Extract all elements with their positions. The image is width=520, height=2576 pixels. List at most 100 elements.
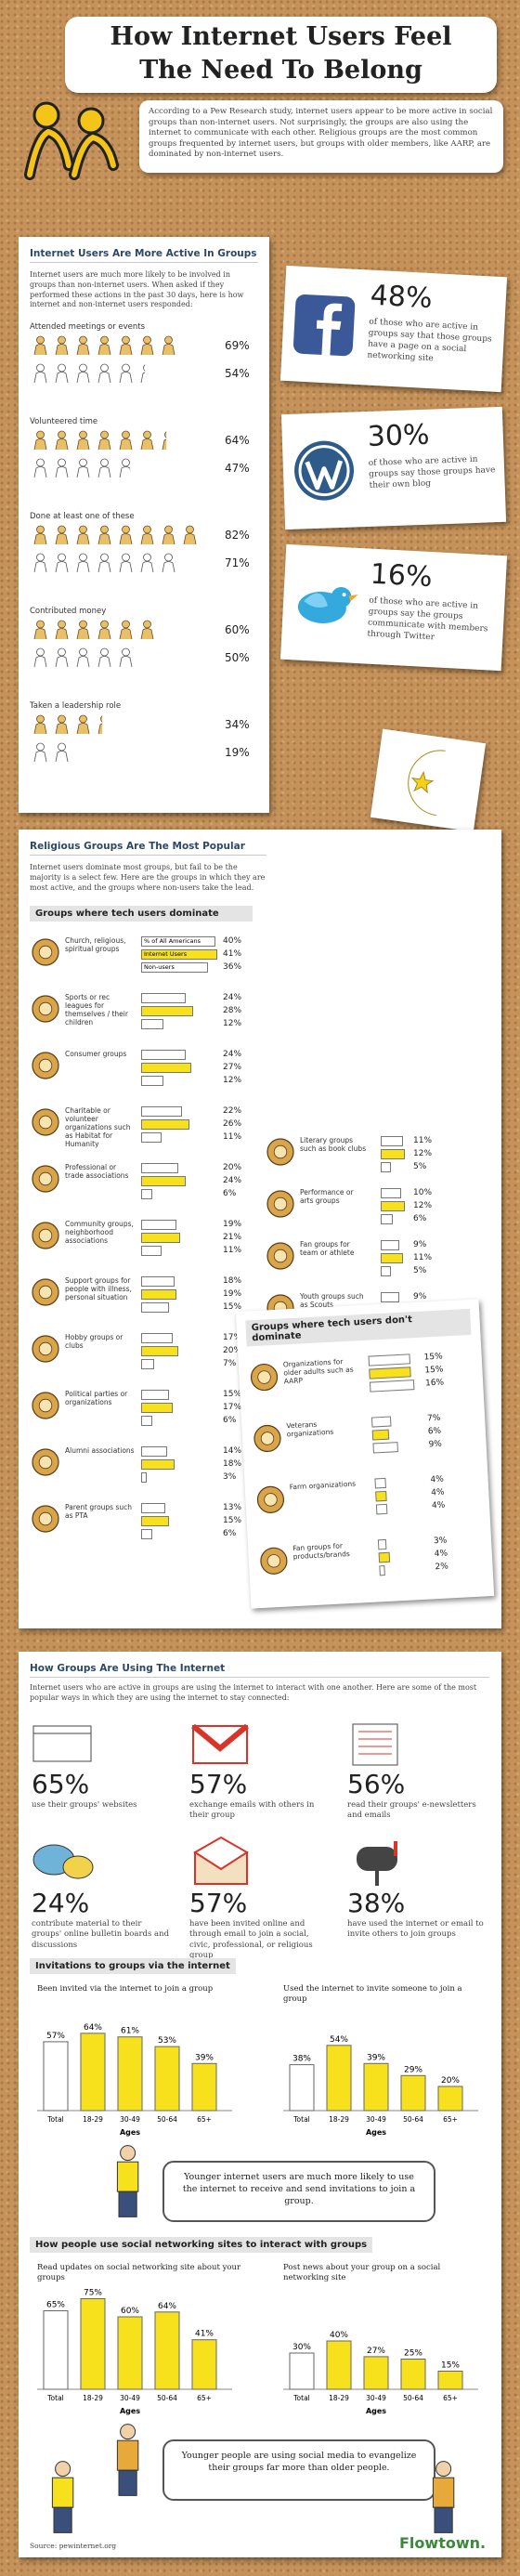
- legend-entry: Internet Users: [144, 950, 188, 958]
- group-bar: [141, 1390, 169, 1400]
- group-value: 3%: [223, 1472, 237, 1482]
- item-value: 50%: [225, 651, 250, 664]
- bar: [400, 2359, 426, 2390]
- social-value: 30%: [367, 418, 431, 453]
- group-bar: % of All Americans: [141, 936, 215, 947]
- group-bar: [141, 993, 186, 1003]
- group-icon: [260, 1547, 288, 1575]
- subsection-title: Groups where tech users dominate: [30, 906, 253, 922]
- group-value: 15%: [223, 1516, 242, 1525]
- group-bar: [141, 1119, 189, 1130]
- social-text: of those who are active in groups say th…: [367, 595, 488, 643]
- group-value: 5%: [413, 1162, 427, 1171]
- group-value: 13%: [223, 1503, 242, 1512]
- people-row: [30, 363, 146, 384]
- bar: [289, 2064, 315, 2112]
- group-icon: [250, 1363, 279, 1392]
- group-value: 18%: [223, 1276, 242, 1286]
- group-bar: Internet Users: [141, 949, 217, 960]
- subsection-title: How people use social networking sites t…: [30, 2237, 373, 2253]
- group-value: 4%: [430, 1474, 445, 1485]
- bar: [191, 2062, 217, 2112]
- group-icon: [32, 1505, 59, 1533]
- people-row: [30, 335, 177, 356]
- chart-title: Used the internet to invite someone to j…: [283, 1984, 462, 2005]
- group-value: 4%: [434, 1549, 448, 1560]
- item-value: 69%: [225, 339, 250, 352]
- category-label: 65+: [197, 2394, 212, 2402]
- person-body: [51, 2477, 74, 2508]
- group-bar: [141, 1076, 163, 1086]
- category-label: 50-64: [403, 2394, 423, 2402]
- group-bar: [381, 1292, 399, 1302]
- group-icon: [256, 1485, 285, 1513]
- logo-body-fill: [27, 128, 72, 177]
- group-label: Professional or trade associations: [65, 1163, 129, 1180]
- group-bar: [141, 1063, 191, 1073]
- icon-detail: [38, 1228, 53, 1243]
- newsletter-icon: [352, 1723, 398, 1766]
- group-bar: [141, 1346, 178, 1356]
- group-value: 6%: [223, 1189, 237, 1198]
- icon-detail: [38, 1285, 53, 1300]
- group-bar: [141, 1529, 152, 1539]
- group-value: 12%: [413, 1149, 433, 1158]
- logo: Flowtown.: [399, 2534, 487, 2552]
- group-bar: [141, 1176, 186, 1186]
- group-icon: [32, 1222, 59, 1249]
- item-value: 64%: [225, 434, 250, 447]
- logo-head: [77, 107, 105, 135]
- group-icon: [266, 1242, 294, 1270]
- group-value: 26%: [223, 1119, 242, 1129]
- group-bar: [141, 1403, 173, 1413]
- group-bar: [375, 1490, 387, 1502]
- icon-detail: [38, 1341, 53, 1356]
- group-bar: [381, 1162, 391, 1172]
- section-text: Internet users who are active in groups …: [30, 1683, 477, 1702]
- value-label: 53%: [158, 2036, 176, 2046]
- group-bar: [372, 1442, 398, 1454]
- icon-detail: [38, 1511, 53, 1526]
- people-bar: [30, 742, 71, 763]
- group-value: 19%: [223, 1289, 242, 1299]
- people-row: [30, 742, 71, 763]
- group-label: Parent groups such as PTA: [65, 1503, 133, 1520]
- group-bar: [381, 1253, 404, 1263]
- group-bar: [141, 1516, 169, 1526]
- category-label: Total: [292, 2394, 310, 2402]
- group-bar: [141, 1446, 167, 1457]
- group-value: 7%: [223, 1359, 237, 1368]
- item-label: Contributed money: [30, 607, 107, 616]
- group-label: Youth groups such as Scouts: [300, 1292, 364, 1309]
- people-row: [30, 525, 205, 545]
- people-bar: [30, 458, 131, 478]
- person-legs: [118, 2469, 137, 2496]
- category-label: 50-64: [157, 2115, 177, 2124]
- social-value: 48%: [369, 279, 434, 316]
- group-label: Charitable or volunteer organizations su…: [65, 1106, 131, 1148]
- twitter-beak: [348, 594, 358, 602]
- item-label: Taken a leadership role: [30, 701, 122, 711]
- group-bar: [141, 1276, 175, 1287]
- group-bar: [378, 1551, 391, 1563]
- group-label: Organizations for older adults such as A…: [282, 1357, 354, 1386]
- x-axis-label: Ages: [120, 2407, 140, 2415]
- bubble-icon: [62, 1855, 94, 1879]
- icon-detail: [38, 945, 53, 960]
- chart-title: Been invited via the internet to join a …: [37, 1984, 214, 1994]
- bar: [326, 2340, 352, 2390]
- group-value: 3%: [433, 1536, 448, 1547]
- stat-icon: [193, 1836, 249, 1885]
- stat-value: 56%: [347, 1769, 406, 1799]
- group-bar: [375, 1503, 388, 1515]
- group-bar: [141, 1246, 162, 1256]
- people-bar: [30, 553, 182, 573]
- item-value: 19%: [225, 746, 250, 759]
- group-bar: [369, 1366, 411, 1380]
- group-value: 40%: [223, 936, 242, 946]
- category-label: Total: [46, 2115, 64, 2124]
- icon-detail: [260, 1432, 275, 1445]
- note-text: Younger people are using social media to…: [181, 2451, 417, 2473]
- group-icon: [32, 938, 59, 966]
- bar-chart: 65% Total 75% 18-29 60% 30-49 64% 50-64 41% 65+ Ag…: [37, 2289, 232, 2415]
